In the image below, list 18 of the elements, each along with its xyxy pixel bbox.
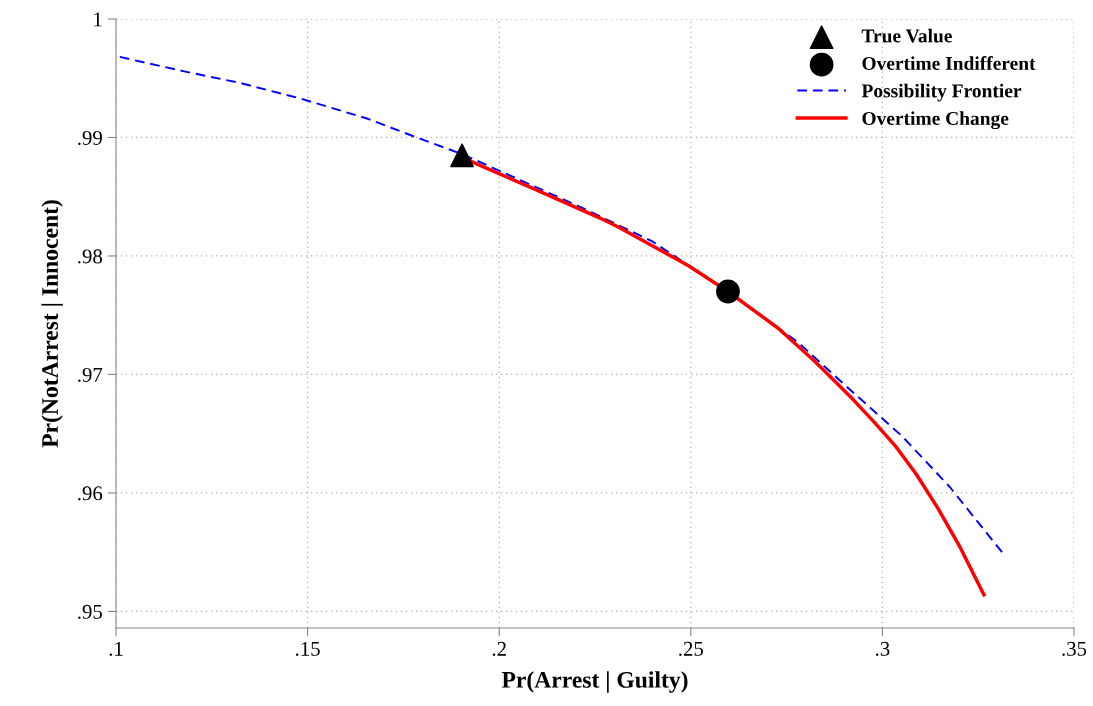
legend-label: Possibility Frontier [861,83,1022,102]
y-tick-label: .95 [78,604,102,619]
x-axis-title: Pr(Arrest | Guilty) [501,671,688,693]
y-tick-label: .99 [78,130,102,146]
x-tick-label: .15 [295,641,320,656]
legend-label: True Value [861,28,952,43]
y-tick-label: .96 [78,486,103,501]
x-tick-label: .3 [875,641,890,656]
y-tick-label: 1 [94,12,102,27]
x-tick-label: .25 [679,641,704,656]
legend-label: Overtime Indifferent [862,56,1036,70]
x-tick-label: .2 [492,641,506,656]
x-tick-label: .1 [109,641,123,656]
y-axis-title: Pr(NotArrest | Innocent) [41,200,63,448]
y-tick-label: .98 [78,249,103,264]
legend-label: Overtime Change [862,111,1009,130]
x-tick-label: .35 [1062,641,1087,656]
y-tick-label: .97 [78,367,103,382]
